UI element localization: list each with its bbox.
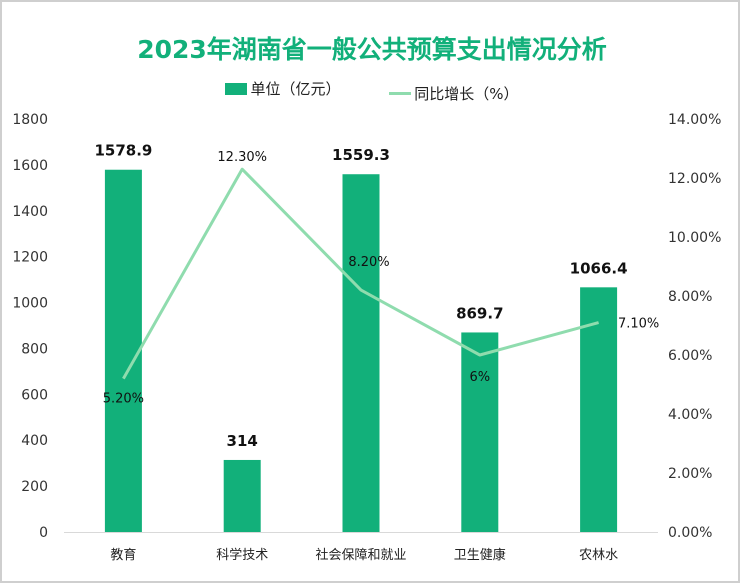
y-left-tick-label: 1600 (12, 158, 48, 174)
y-right-tick-label: 0.00% (668, 525, 712, 541)
line-data-label: 12.30% (217, 150, 267, 165)
y-left-tick-label: 0 (39, 525, 48, 541)
line-data-label: 6% (469, 370, 490, 385)
y-left-tick-label: 800 (21, 341, 48, 357)
legend-label-line: 同比增长（%） (414, 84, 519, 103)
legend: 单位（亿元） 同比增长（%） (2, 78, 738, 104)
legend-item-bar: 单位（亿元） (225, 78, 340, 99)
y-right-tick-label: 10.00% (668, 230, 721, 246)
line-data-label: 8.20% (348, 255, 389, 270)
legend-swatch-bar (225, 82, 248, 95)
y-right-tick-label: 8.00% (668, 289, 712, 305)
bar-data-label: 1066.4 (570, 259, 628, 277)
bar (223, 459, 261, 532)
y-right-tick-label: 12.00% (668, 171, 721, 187)
y-left-tick-label: 1800 (12, 112, 48, 128)
y-left-tick-label: 1200 (12, 250, 48, 266)
line-data-label: 7.10% (618, 317, 659, 332)
x-tick-label: 教育 (110, 547, 136, 563)
y-left-tick-label: 200 (21, 479, 48, 495)
bar (580, 287, 618, 532)
y-left-tick-label: 400 (21, 433, 48, 449)
x-tick-label: 卫生健康 (454, 547, 506, 563)
bar-data-label: 1559.3 (332, 146, 390, 164)
bar (342, 174, 380, 532)
bar-data-label: 1578.9 (94, 142, 152, 160)
line-data-label: 5.20% (103, 392, 144, 407)
y-left-tick-label: 1400 (12, 204, 48, 220)
y-right-tick-label: 6.00% (668, 348, 712, 364)
legend-item-line: 同比增长（%） (389, 83, 519, 104)
legend-swatch-line (389, 91, 412, 95)
bar (104, 169, 142, 532)
x-tick-label: 农林水 (579, 548, 618, 563)
y-left-tick-label: 600 (21, 387, 48, 403)
legend-label-bar: 单位（亿元） (250, 80, 341, 98)
x-tick-label: 社会保障和就业 (315, 547, 406, 563)
chart-title: 2023年湖南省一般公共预算支出情况分析 (137, 35, 607, 64)
bar-data-label: 314 (227, 432, 258, 450)
x-tick-label: 科学技术 (216, 547, 268, 563)
y-right-tick-label: 2.00% (668, 466, 712, 482)
y-left-tick-label: 1000 (12, 296, 48, 312)
bar-data-label: 869.7 (456, 304, 503, 322)
y-right-tick-label: 14.00% (668, 112, 721, 128)
bar (461, 332, 499, 532)
y-right-tick-label: 4.00% (668, 407, 712, 423)
